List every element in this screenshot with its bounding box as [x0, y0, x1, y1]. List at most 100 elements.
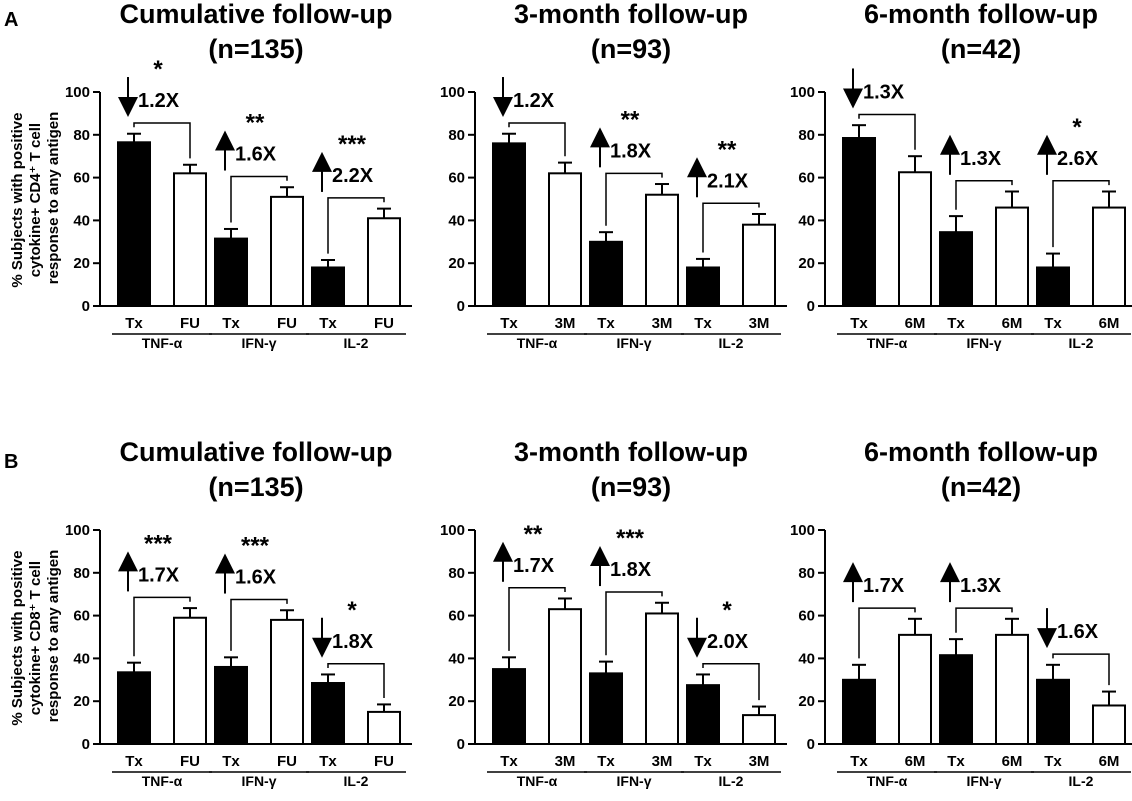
x-tick-label: Tx: [947, 315, 965, 332]
up-arrow-icon: [215, 130, 235, 151]
chart-5: 3-month follow-up (n=93) 0 20 40 60 80 100 Tx 3M T…: [440, 437, 787, 789]
fold-change-label: 1.3X: [863, 81, 905, 103]
charts: Cumulative follow-up (n=135) 0 20 40 60 80 100 T…: [65, 0, 1132, 789]
y-tick-label: 20: [73, 693, 90, 710]
chart-title: Cumulative follow-up: [120, 437, 393, 467]
y-tick-label: 20: [798, 693, 815, 710]
x-tick-label: Tx: [694, 753, 712, 770]
row-a-ylabel-line-2: cytokine+ CD4⁺ T cell: [27, 123, 44, 277]
group-label: IFN-γ: [617, 773, 652, 789]
fold-change-label: 1.6X: [235, 144, 277, 166]
y-tick-label: 60: [73, 170, 90, 187]
bar-followup: [898, 171, 932, 307]
up-arrow-icon: [843, 562, 863, 583]
x-tick-label: Tx: [222, 753, 240, 770]
fold-change-label: 1.3X: [960, 575, 1002, 597]
significance-bracket: [327, 197, 385, 254]
y-tick-label: 80: [448, 127, 465, 144]
x-tick-label: FU: [180, 315, 200, 332]
bar-followup: [270, 618, 304, 746]
up-arrow-icon: [493, 541, 513, 562]
x-tick-label: FU: [180, 753, 200, 770]
chart-subtitle: (n=135): [208, 34, 303, 64]
group-label: IFN-γ: [242, 335, 277, 351]
x-tick-label: FU: [277, 315, 297, 332]
x-tick-label: 6M: [905, 315, 926, 332]
significance-stars: *: [347, 597, 357, 624]
bar-followup: [548, 608, 582, 745]
chart-subtitle: (n=93): [591, 34, 671, 64]
group-label: IL-2: [344, 335, 369, 351]
fold-change-label: 1.2X: [513, 90, 555, 112]
bar-tx: [939, 654, 973, 745]
bar-tx: [117, 671, 151, 745]
significance-bracket: [702, 663, 760, 701]
x-tick-label: Tx: [1044, 753, 1062, 770]
y-tick-label: 100: [65, 522, 90, 539]
y-tick-label: 100: [440, 84, 465, 101]
bar-followup: [367, 710, 401, 746]
x-tick-label: 3M: [555, 753, 576, 770]
fold-change-label: 1.6X: [1057, 621, 1099, 643]
bar-followup: [548, 172, 582, 307]
bar-followup: [173, 616, 207, 745]
fold-change-label: 1.7X: [513, 555, 555, 577]
bar-followup: [173, 172, 207, 307]
fold-change-label: 1.8X: [610, 559, 652, 581]
significance-bracket: [955, 180, 1013, 210]
group-label: TNF-α: [142, 773, 183, 789]
y-tick-label: 20: [448, 693, 465, 710]
up-arrow-icon: [312, 151, 332, 172]
y-tick-label: 60: [73, 608, 90, 625]
bar-tx: [311, 266, 345, 308]
y-tick-label: 60: [798, 608, 815, 625]
significance-stars: ***: [616, 525, 645, 552]
x-tick-label: 6M: [1099, 315, 1120, 332]
x-tick-label: Tx: [850, 315, 868, 332]
chart-title: 6-month follow-up: [864, 0, 1098, 29]
fold-change-label: 1.7X: [863, 575, 905, 597]
bar-tx: [939, 231, 973, 307]
significance-stars: **: [524, 521, 543, 548]
row-a-ylabel: % Subjects with positive cytokine+ CD4⁺ …: [9, 108, 62, 287]
significance-bracket: [230, 175, 288, 223]
y-tick-label: 0: [457, 298, 465, 315]
x-tick-label: Tx: [694, 315, 712, 332]
y-tick-label: 20: [73, 255, 90, 272]
group-label: TNF-α: [867, 773, 908, 789]
x-tick-label: Tx: [1044, 315, 1062, 332]
significance-bracket: [327, 663, 385, 698]
group-label: IL-2: [1069, 773, 1094, 789]
chart-4: Cumulative follow-up (n=135) 0 20 40 60 80 100 T…: [65, 437, 412, 789]
bar-followup: [898, 633, 932, 745]
y-tick-label: 0: [457, 736, 465, 753]
significance-bracket: [858, 607, 916, 659]
x-tick-label: 3M: [652, 315, 673, 332]
x-tick-label: Tx: [125, 315, 143, 332]
chart-subtitle: (n=135): [208, 472, 303, 502]
y-tick-label: 40: [798, 212, 815, 229]
x-tick-label: FU: [374, 315, 394, 332]
row-b-ylabel: % Subjects with positive cytokine+ CD8⁺ …: [9, 546, 62, 725]
up-arrow-icon: [590, 546, 610, 567]
x-tick-label: Tx: [597, 753, 615, 770]
bar-tx: [589, 672, 623, 746]
bar-followup: [645, 193, 679, 307]
x-tick-label: Tx: [947, 753, 965, 770]
x-tick-label: Tx: [500, 315, 518, 332]
down-arrow-icon: [312, 637, 332, 658]
fold-change-label: 2.2X: [332, 165, 374, 187]
y-tick-label: 80: [448, 565, 465, 582]
significance-bracket: [1052, 653, 1110, 686]
y-tick-label: 80: [73, 565, 90, 582]
fold-change-label: 1.7X: [138, 564, 180, 586]
significance-bracket: [508, 587, 566, 651]
y-tick-label: 100: [790, 84, 815, 101]
bar-tx: [686, 684, 720, 746]
group-label: TNF-α: [517, 773, 558, 789]
bar-tx: [1036, 678, 1070, 745]
x-tick-label: Tx: [597, 315, 615, 332]
bar-tx: [589, 240, 623, 307]
row-b-ylabel-line-1: % Subjects with positive: [9, 551, 26, 726]
y-tick-label: 40: [73, 650, 90, 667]
